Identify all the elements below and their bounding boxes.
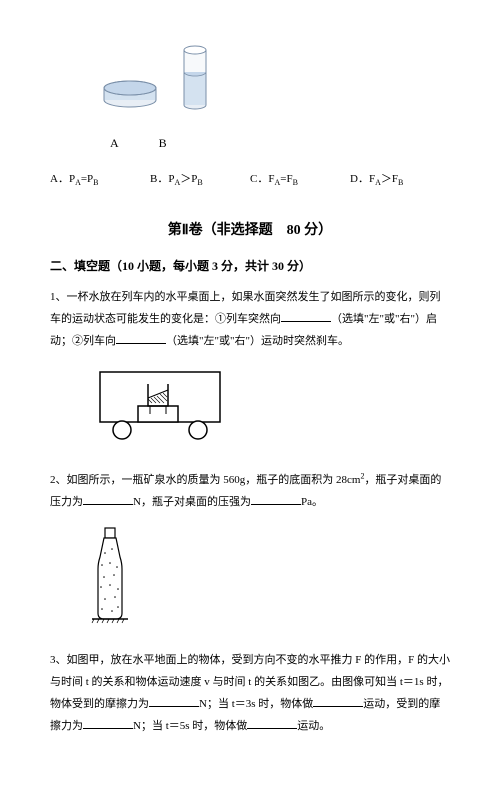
q2-text-3: Pa。 [301, 496, 323, 508]
option-b: B．PA＞PB [150, 171, 250, 190]
label-a: A [110, 136, 159, 150]
figure-ab-labels: AB [110, 134, 450, 153]
q3-blank-4 [247, 716, 297, 729]
q2-text-2: N，瓶子对桌面的压强为 [133, 496, 251, 508]
q3-text-5: 运动。 [297, 720, 330, 732]
question-3: 3、如图甲，放在水平地面上的物体，受到方向不变的水平推力 F 的作用，F 的大小… [50, 649, 450, 737]
answer-options: A．PA=PB B．PA＞PB C．FA=FB D．FA＞FB [50, 171, 450, 190]
q3-text-2: N；当 t＝3s 时，物体做 [199, 698, 313, 710]
q3-text-4: N；当 t＝5s 时，物体做 [133, 720, 247, 732]
option-c: C．FA=FB [250, 171, 350, 190]
q2-blank-2 [251, 492, 301, 505]
q1-blank-2 [116, 331, 166, 344]
subsection-title: 二、填空题（10 小题，每小题 3 分，共计 30 分） [50, 257, 450, 276]
q2-blank-1 [83, 492, 133, 505]
figure-containers-ab [100, 40, 450, 126]
q1-text-3: （选填"左"或"右"）运动时突然刹车。 [166, 335, 349, 347]
q3-blank-2 [313, 694, 363, 707]
figure-bottle [90, 525, 450, 631]
q1-blank-1 [281, 309, 331, 322]
q3-blank-3 [83, 716, 133, 729]
figure-train-cup [90, 364, 450, 450]
question-2: 2、如图所示，一瓶矿泉水的质量为 560g，瓶子的底面积为 28cm2，瓶子对桌… [50, 468, 450, 513]
q3-blank-1 [149, 694, 199, 707]
section-title: 第Ⅱ卷（非选择题 80 分） [50, 220, 450, 242]
option-a: A．PA=PB [50, 171, 150, 190]
option-d: D．FA＞FB [350, 171, 450, 190]
label-b: B [159, 136, 207, 150]
question-1: 1、一杯水放在列车内的水平桌面上，如果水面突然发生了如图所示的变化，则列车的运动… [50, 286, 450, 352]
